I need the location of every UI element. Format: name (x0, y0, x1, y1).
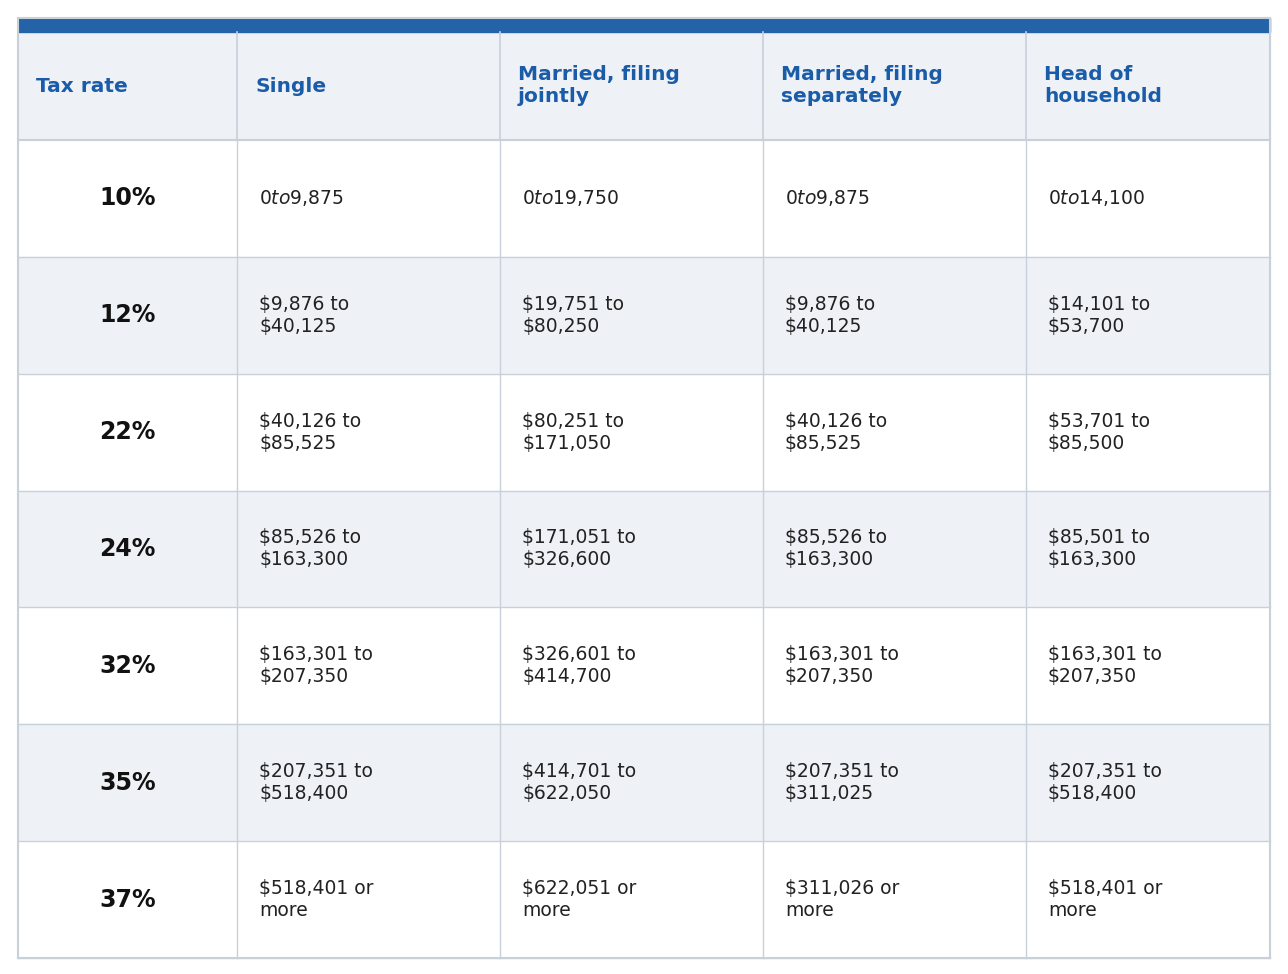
Text: $0 to $19,750: $0 to $19,750 (522, 188, 620, 208)
Text: $207,351 to
$518,400: $207,351 to $518,400 (1048, 763, 1162, 804)
Bar (18, 608, 237, 725)
Text: Married, filing
jointly: Married, filing jointly (518, 65, 680, 106)
Text: $163,301 to
$207,350: $163,301 to $207,350 (784, 646, 899, 687)
Text: 37%: 37% (99, 887, 156, 912)
Bar (1025, 725, 1270, 842)
Text: $207,351 to
$311,025: $207,351 to $311,025 (784, 763, 899, 804)
Text: $9,876 to
$40,125: $9,876 to $40,125 (784, 295, 875, 336)
Bar (18, 18, 1270, 32)
Bar (762, 140, 1025, 257)
Bar (1025, 491, 1270, 608)
Text: $0 to $9,875: $0 to $9,875 (259, 188, 344, 208)
Text: $0 to $9,875: $0 to $9,875 (784, 188, 869, 208)
Text: $163,301 to
$207,350: $163,301 to $207,350 (1048, 646, 1162, 687)
Bar (500, 842, 762, 958)
Text: 12%: 12% (99, 303, 156, 327)
Text: 35%: 35% (99, 770, 156, 795)
Text: $9,876 to
$40,125: $9,876 to $40,125 (259, 295, 349, 336)
Text: 24%: 24% (99, 537, 156, 561)
Bar (500, 140, 762, 257)
Text: $311,026 or
more: $311,026 or more (784, 880, 899, 920)
Text: $518,401 or
more: $518,401 or more (1048, 880, 1162, 920)
Text: $0 to $14,100: $0 to $14,100 (1048, 188, 1145, 208)
Bar (1025, 608, 1270, 725)
Bar (762, 842, 1025, 958)
Bar (18, 32, 237, 140)
Bar (1025, 842, 1270, 958)
Text: $85,526 to
$163,300: $85,526 to $163,300 (259, 529, 361, 570)
Bar (1025, 140, 1270, 257)
Text: $414,701 to
$622,050: $414,701 to $622,050 (522, 763, 636, 804)
Text: $207,351 to
$518,400: $207,351 to $518,400 (259, 763, 374, 804)
Bar (500, 725, 762, 842)
Bar (237, 32, 500, 140)
Text: $622,051 or
more: $622,051 or more (522, 880, 636, 920)
Bar (18, 257, 237, 374)
Bar (500, 257, 762, 374)
Text: $171,051 to
$326,600: $171,051 to $326,600 (522, 529, 636, 570)
Text: Tax rate: Tax rate (36, 77, 128, 95)
Bar (237, 725, 500, 842)
Bar (18, 374, 237, 491)
Bar (762, 491, 1025, 608)
Text: $163,301 to
$207,350: $163,301 to $207,350 (259, 646, 374, 687)
Bar (237, 374, 500, 491)
Bar (500, 491, 762, 608)
Bar (237, 608, 500, 725)
Text: 22%: 22% (99, 420, 156, 444)
Text: $518,401 or
more: $518,401 or more (259, 880, 374, 920)
Bar (237, 257, 500, 374)
Bar (1025, 257, 1270, 374)
Bar (762, 374, 1025, 491)
Bar (762, 725, 1025, 842)
Text: Single: Single (255, 77, 326, 95)
Bar (18, 842, 237, 958)
Text: $53,701 to
$85,500: $53,701 to $85,500 (1048, 412, 1150, 453)
Bar (18, 140, 237, 257)
Bar (237, 842, 500, 958)
Text: Head of
household: Head of household (1043, 65, 1162, 106)
Bar (762, 257, 1025, 374)
Bar (1025, 374, 1270, 491)
Bar (500, 32, 762, 140)
Text: $14,101 to
$53,700: $14,101 to $53,700 (1048, 295, 1150, 336)
Text: $40,126 to
$85,525: $40,126 to $85,525 (259, 412, 361, 453)
Text: $326,601 to
$414,700: $326,601 to $414,700 (522, 646, 636, 687)
Bar (1025, 32, 1270, 140)
Text: $85,526 to
$163,300: $85,526 to $163,300 (784, 529, 887, 570)
Text: 32%: 32% (99, 654, 156, 678)
Bar (762, 608, 1025, 725)
Text: $40,126 to
$85,525: $40,126 to $85,525 (784, 412, 887, 453)
Bar (18, 725, 237, 842)
Text: Married, filing
separately: Married, filing separately (781, 65, 943, 106)
Text: $19,751 to
$80,250: $19,751 to $80,250 (522, 295, 623, 336)
Bar (500, 374, 762, 491)
Bar (237, 491, 500, 608)
Bar (762, 32, 1025, 140)
Bar (18, 491, 237, 608)
Bar (237, 140, 500, 257)
Text: $80,251 to
$171,050: $80,251 to $171,050 (522, 412, 623, 453)
Text: $85,501 to
$163,300: $85,501 to $163,300 (1048, 529, 1150, 570)
Bar (500, 608, 762, 725)
Text: 10%: 10% (99, 186, 156, 210)
